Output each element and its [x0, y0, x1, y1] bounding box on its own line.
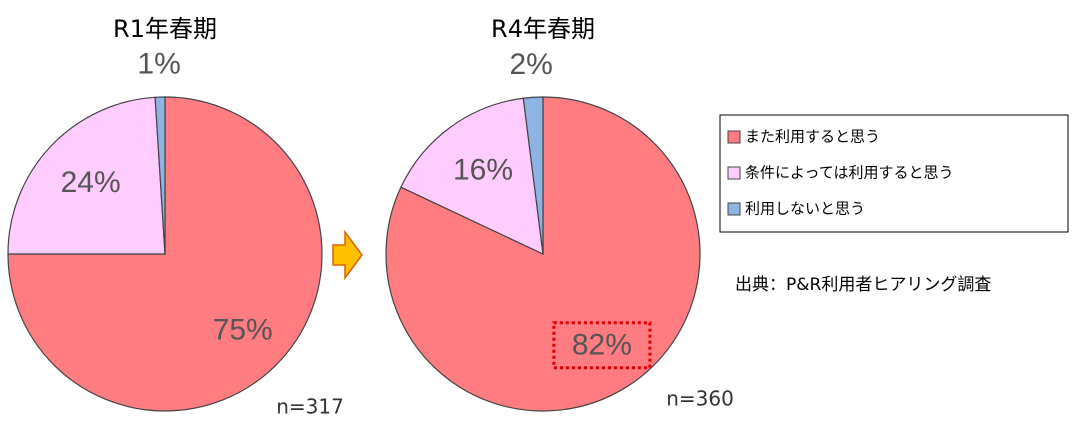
legend-box	[719, 114, 1069, 233]
source: 出典：P&R利用者ヒアリング調査	[735, 275, 991, 295]
pie-slice	[7, 96, 323, 412]
sample-size: n=360	[666, 387, 734, 411]
legend-label: また利用すると思う	[745, 128, 880, 146]
legend-swatch	[727, 202, 741, 216]
data-label: 16%	[453, 153, 513, 186]
data-label: 1%	[137, 48, 180, 81]
legend-swatch	[727, 166, 741, 180]
data-label: 82%	[572, 329, 632, 362]
pie-slice	[522, 96, 544, 255]
legend-label: 条件によっては利用すると思う	[745, 164, 954, 182]
pie-slice	[154, 96, 166, 255]
data-label: 75%	[213, 314, 273, 347]
legend-label: 利用しないと思う	[745, 200, 865, 218]
arrow	[332, 229, 363, 281]
data-label: 24%	[61, 166, 121, 199]
data-label: 2%	[509, 48, 552, 81]
pie-slice	[7, 96, 166, 255]
chart-title: R1年春期	[113, 15, 217, 43]
pie-slice	[400, 97, 544, 256]
sample-size: n=317	[276, 395, 344, 419]
legend-swatch	[727, 130, 741, 144]
highlight-box	[552, 321, 652, 370]
chart-title: R4年春期	[491, 15, 595, 43]
